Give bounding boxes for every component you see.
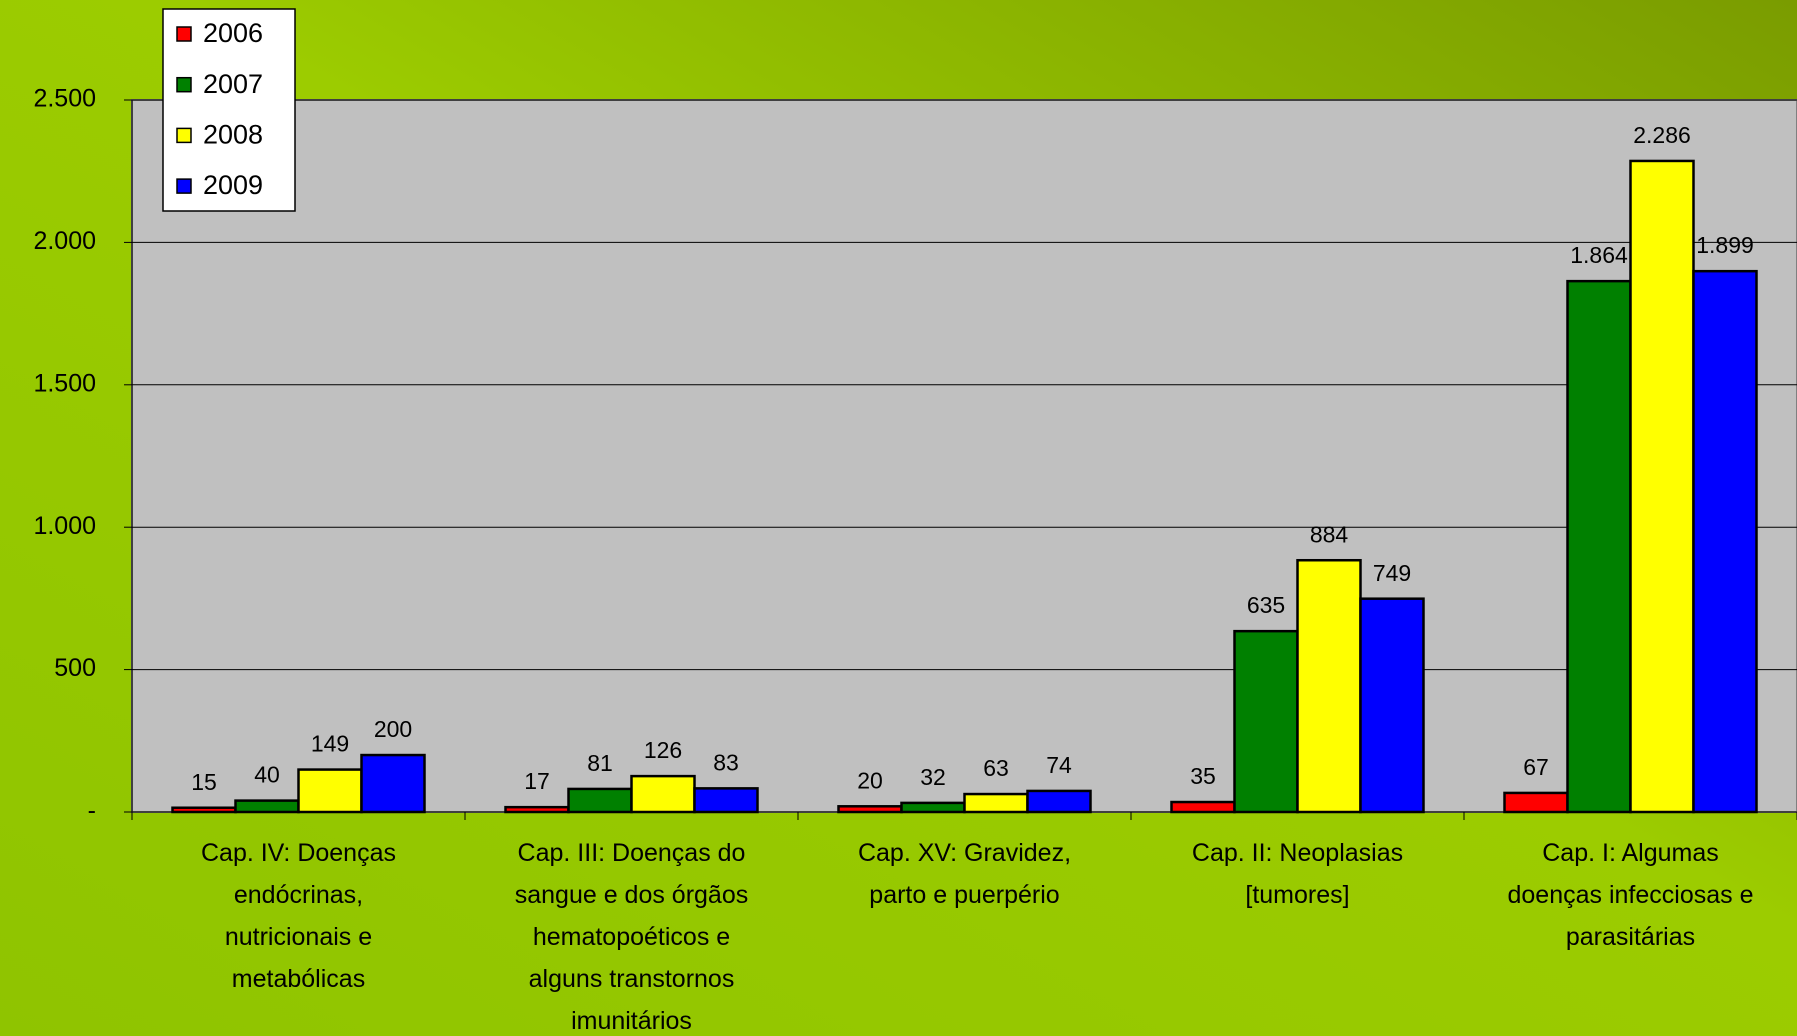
x-tick-label: Cap. III: Doenças do sangue e dos órgãos h…	[515, 839, 749, 1035]
data-label: 17	[524, 768, 550, 794]
bar	[1629, 159, 1695, 814]
bar	[1233, 629, 1299, 814]
data-label: 74	[1046, 752, 1072, 778]
bar	[504, 805, 570, 814]
bar	[630, 774, 696, 814]
data-label: 35	[1190, 763, 1216, 789]
data-label: 749	[1373, 560, 1411, 586]
data-label: 884	[1310, 521, 1349, 547]
data-label: 635	[1247, 592, 1285, 618]
data-label: 1.899	[1696, 232, 1754, 258]
bar	[234, 799, 300, 814]
bar	[900, 801, 966, 814]
data-label: 63	[983, 755, 1009, 781]
data-label: 149	[311, 731, 349, 757]
data-label: 32	[920, 764, 946, 790]
y-tick-label: 1.500	[33, 369, 96, 397]
legend-box	[162, 8, 296, 212]
bar	[963, 792, 1029, 814]
legend-swatch	[176, 127, 192, 144]
bar	[1296, 558, 1362, 814]
legend-label: 2006	[203, 18, 263, 48]
bars	[171, 159, 1758, 814]
x-tick-label: Cap. I: Algumas doenças infecciosas e para…	[1508, 839, 1754, 951]
y-tick-label: 2.000	[33, 227, 96, 255]
x-tick-label: Cap. II: Neoplasias [tumores]	[1192, 839, 1403, 909]
bar	[171, 806, 237, 814]
legend-label: 2009	[203, 170, 263, 200]
bar	[837, 805, 903, 814]
legend-swatch	[176, 26, 192, 42]
data-label: 1.864	[1570, 242, 1628, 268]
legend: 2006 2007 2008 2009	[162, 8, 296, 212]
data-label: 15	[191, 769, 217, 795]
bar	[693, 787, 759, 814]
legend-label: 2008	[203, 120, 263, 150]
data-label: 2.286	[1633, 122, 1691, 148]
data-label: 200	[374, 716, 412, 742]
data-label: 126	[644, 737, 682, 763]
data-label: 67	[1523, 754, 1549, 780]
y-tick-label: 2.500	[33, 85, 96, 113]
y-tick-label: 500	[54, 654, 96, 682]
y-tick-label: 1.000	[33, 512, 96, 540]
plot-area	[131, 99, 1797, 813]
bar	[360, 753, 426, 814]
x-tick-label: Cap. IV: Doenças endócrinas, nutricionais …	[201, 839, 396, 993]
labels: - 500 1.000 1.500 2.000 2.500 Cap. IV: Doenças…	[33, 85, 1753, 1035]
bar	[1692, 269, 1758, 814]
legend-swatch	[176, 178, 192, 194]
bar	[1170, 800, 1236, 814]
data-label: 20	[857, 767, 883, 793]
bar	[297, 768, 363, 814]
legend-label: 2007	[203, 69, 263, 99]
bar	[1503, 791, 1569, 814]
y-tick-label: -	[88, 797, 96, 825]
bar	[567, 787, 633, 814]
bar	[1566, 279, 1632, 814]
legend-swatch	[176, 76, 192, 93]
bar	[1026, 789, 1092, 814]
x-tick-label: Cap. XV: Gravidez, parto e puerpério	[858, 839, 1071, 909]
data-label: 81	[587, 750, 613, 776]
data-label: 40	[254, 762, 280, 788]
data-label: 83	[713, 749, 739, 775]
bar	[1359, 597, 1425, 814]
